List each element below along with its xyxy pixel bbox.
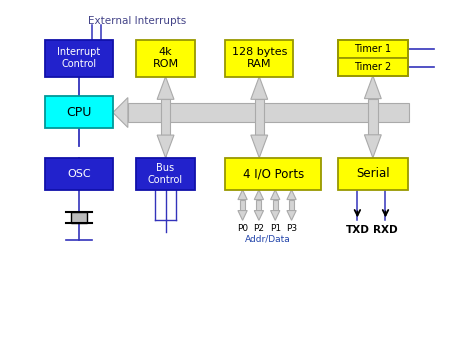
Bar — [368, 99, 377, 135]
Text: External Interrupts: External Interrupts — [88, 16, 186, 27]
Polygon shape — [287, 190, 296, 200]
Text: Interrupt
Control: Interrupt Control — [57, 47, 100, 69]
Text: Timer 1: Timer 1 — [354, 44, 392, 54]
Bar — [337, 40, 408, 58]
Bar — [255, 99, 264, 135]
Text: Addr/Data: Addr/Data — [245, 235, 291, 244]
Bar — [337, 158, 408, 190]
Text: RXD: RXD — [373, 225, 398, 235]
Polygon shape — [271, 190, 280, 200]
Polygon shape — [254, 211, 264, 220]
Polygon shape — [251, 77, 268, 99]
Bar — [45, 40, 113, 77]
Polygon shape — [365, 135, 381, 158]
Bar — [71, 212, 87, 223]
Bar — [45, 158, 113, 190]
Bar — [337, 58, 408, 76]
Polygon shape — [365, 76, 381, 99]
Bar — [289, 200, 294, 211]
Text: 4 I/O Ports: 4 I/O Ports — [243, 167, 304, 180]
Polygon shape — [157, 135, 174, 158]
Text: P1: P1 — [270, 224, 281, 233]
Polygon shape — [238, 190, 247, 200]
Polygon shape — [251, 135, 268, 158]
Bar — [137, 158, 195, 190]
Text: P3: P3 — [286, 224, 297, 233]
Polygon shape — [287, 211, 296, 220]
Text: Timer 2: Timer 2 — [354, 62, 392, 72]
Bar — [45, 96, 113, 128]
Polygon shape — [238, 211, 247, 220]
Text: Serial: Serial — [356, 167, 390, 180]
Bar — [337, 40, 408, 76]
Text: OSC: OSC — [67, 169, 91, 179]
Text: 128 bytes
RAM: 128 bytes RAM — [232, 47, 287, 69]
Bar — [273, 200, 278, 211]
Text: TXD: TXD — [346, 225, 369, 235]
Text: P0: P0 — [237, 224, 248, 233]
Bar — [225, 158, 321, 190]
Polygon shape — [271, 211, 280, 220]
Text: P2: P2 — [254, 224, 264, 233]
Polygon shape — [157, 77, 174, 99]
Bar — [240, 200, 245, 211]
Text: 4k
ROM: 4k ROM — [153, 47, 179, 69]
Polygon shape — [113, 98, 128, 127]
Bar — [225, 40, 293, 77]
Text: CPU: CPU — [66, 106, 91, 119]
Bar — [128, 103, 409, 122]
Text: Bus
Control: Bus Control — [148, 163, 183, 185]
Bar — [161, 99, 170, 135]
Bar — [137, 40, 195, 77]
Bar — [256, 200, 262, 211]
Polygon shape — [254, 190, 264, 200]
